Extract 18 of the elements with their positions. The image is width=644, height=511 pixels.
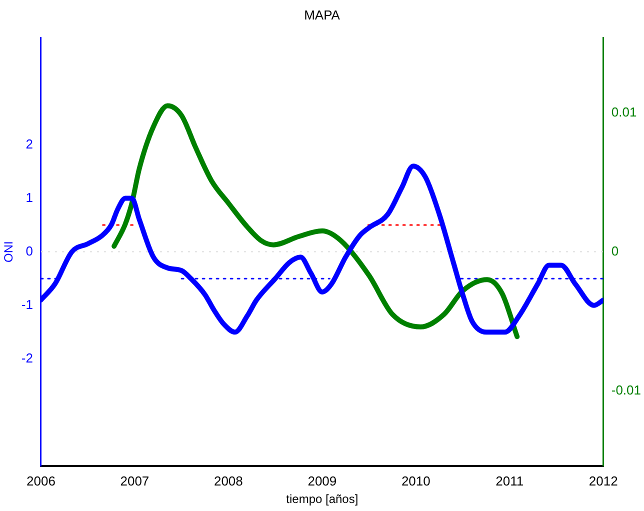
y2-tick-label: 0.01 (611, 104, 637, 120)
x-tick-label: 2011 (496, 473, 524, 488)
x-tick-label: 2006 (26, 473, 56, 488)
x-tick-label: 2012 (588, 473, 618, 488)
chart-title: MAPA (304, 7, 340, 22)
x-tick-label: 2010 (401, 473, 430, 488)
x-tick-label: 2009 (308, 473, 337, 488)
y-tick-label: 0 (26, 243, 33, 258)
y-tick-label: -2 (21, 350, 33, 366)
x-tick-label: 2007 (120, 473, 150, 488)
y2-tick-label: -0.01 (611, 382, 642, 398)
y-tick-label: 2 (26, 136, 33, 152)
y-axis-title: ONI (2, 241, 16, 262)
y2-tick-label: 0 (611, 243, 619, 258)
y-tick-label: -1 (21, 296, 33, 312)
x-axis-title: tiempo [años] (286, 492, 358, 506)
x-tick-label: 2008 (214, 473, 243, 488)
y-tick-label: 1 (26, 190, 33, 205)
